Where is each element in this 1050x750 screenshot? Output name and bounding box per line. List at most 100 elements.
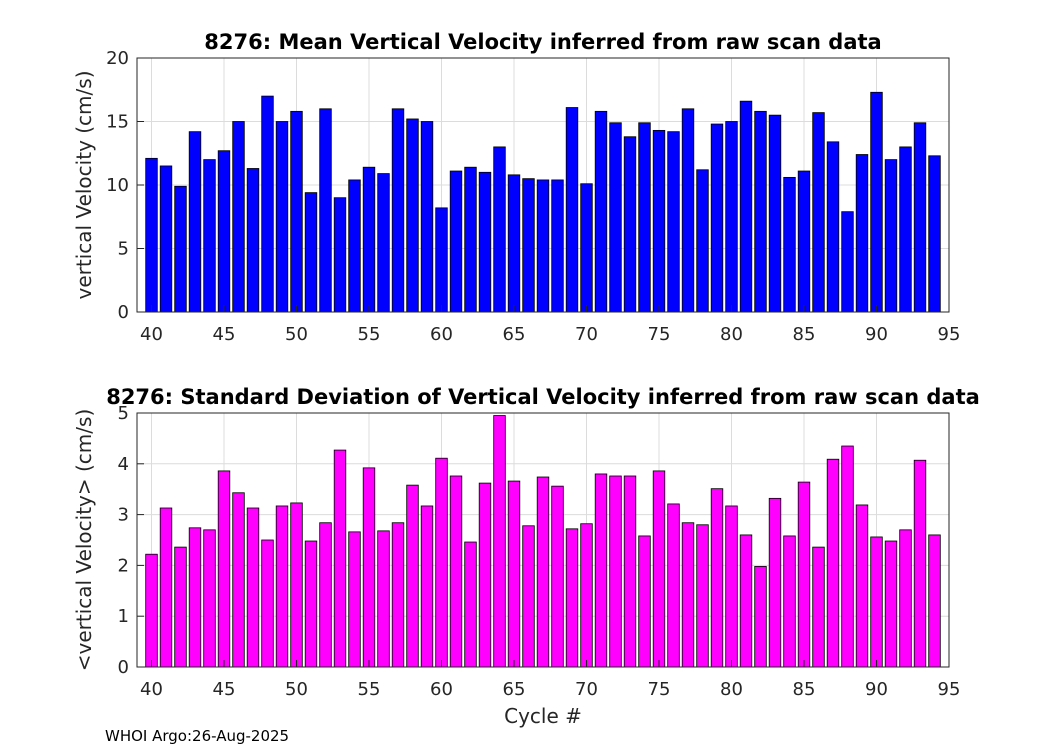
bar <box>478 482 492 668</box>
bar <box>246 168 260 313</box>
bar <box>681 108 695 313</box>
bar <box>884 159 898 313</box>
bar <box>812 112 825 313</box>
bar <box>725 121 738 313</box>
bar <box>826 141 840 313</box>
bar <box>899 146 912 313</box>
bar <box>188 131 202 313</box>
bar <box>870 536 883 668</box>
bar <box>855 154 869 313</box>
x-tick-label: 85 <box>793 324 816 345</box>
bar <box>913 459 927 668</box>
bar <box>391 522 405 668</box>
bar <box>536 179 550 313</box>
bar <box>768 497 782 668</box>
y-tick-label: 5 <box>118 403 129 424</box>
chart-title: 8276: Mean Vertical Velocity inferred fr… <box>204 30 881 54</box>
bar <box>826 458 840 668</box>
bar <box>435 457 448 668</box>
bar <box>246 507 260 668</box>
bar <box>145 553 158 668</box>
bar <box>420 505 434 668</box>
bar <box>899 529 912 668</box>
x-tick-label: 65 <box>503 679 526 700</box>
bar <box>812 546 825 668</box>
bar <box>159 165 173 313</box>
bar <box>739 100 753 313</box>
bar <box>449 170 463 313</box>
bar <box>174 546 187 668</box>
bar <box>623 136 637 313</box>
bar <box>275 121 289 313</box>
x-tick-label: 90 <box>865 324 888 345</box>
mean-velocity-chart: 40 45 50 55 60 65 70 75 80 85 90 95 0 5 10 15 20 8276: Me… <box>72 30 960 345</box>
y-tick-label: 0 <box>118 302 129 323</box>
bar <box>580 183 593 313</box>
bar <box>841 211 854 313</box>
bar <box>783 535 796 668</box>
axes-box <box>136 412 950 668</box>
y-tick-label: 1 <box>118 606 129 627</box>
bar <box>696 169 709 313</box>
bar <box>362 166 376 313</box>
bar <box>652 129 666 313</box>
bar <box>928 155 941 313</box>
bar <box>580 523 593 668</box>
bar <box>493 146 506 313</box>
bar <box>348 531 361 668</box>
y-tick-label: 2 <box>118 555 129 576</box>
bar <box>478 171 492 313</box>
x-tick-label: 75 <box>648 324 671 345</box>
bar <box>928 534 941 668</box>
bar <box>710 123 724 313</box>
bar <box>333 449 347 668</box>
bar <box>522 178 535 313</box>
bar <box>754 566 767 668</box>
x-tick-label: 60 <box>430 679 453 700</box>
bar <box>681 522 695 668</box>
bar <box>319 108 332 313</box>
x-tick-label: 70 <box>575 679 598 700</box>
bar <box>449 475 463 668</box>
bar <box>333 197 347 313</box>
bar <box>638 535 651 668</box>
bar <box>362 467 376 668</box>
bar <box>217 470 231 668</box>
bar <box>725 505 738 668</box>
bar <box>406 118 419 313</box>
bar <box>464 541 477 668</box>
bar <box>667 503 680 668</box>
bar <box>377 173 390 313</box>
bar <box>754 110 767 313</box>
y-tick-label: 15 <box>106 112 129 133</box>
y-tick-label: 3 <box>118 505 129 526</box>
y-axis-label: vertical Velocity (cm/s) <box>72 71 96 300</box>
bar <box>783 176 796 313</box>
bar <box>493 415 506 668</box>
bar <box>391 108 405 313</box>
y-tick-label: 10 <box>106 175 129 196</box>
bar <box>377 530 390 668</box>
x-tick-label: 70 <box>575 324 598 345</box>
chart-title: 8276: Standard Deviation of Vertical Vel… <box>106 385 980 409</box>
bar <box>710 488 724 668</box>
bar <box>304 540 318 668</box>
bar <box>565 107 579 313</box>
x-tick-label: 40 <box>140 679 163 700</box>
bar <box>232 492 245 668</box>
bar <box>609 122 622 313</box>
bar <box>203 159 216 313</box>
x-tick-label: 45 <box>213 679 236 700</box>
bar <box>855 504 869 668</box>
bar <box>319 522 332 668</box>
bar <box>261 95 274 313</box>
bar <box>551 485 564 668</box>
bar <box>232 121 245 313</box>
bar <box>609 475 622 668</box>
bar <box>594 110 608 313</box>
bar <box>174 185 187 313</box>
x-tick-label: 85 <box>793 679 816 700</box>
bar <box>304 192 318 313</box>
bar <box>638 122 651 313</box>
